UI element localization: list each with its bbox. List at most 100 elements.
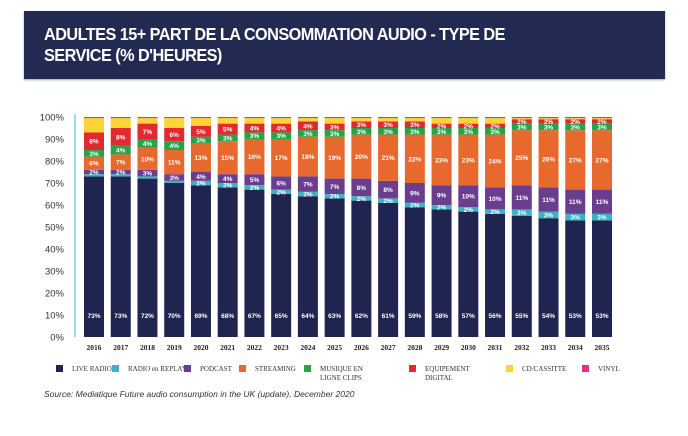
legend-item: LIVE RADIO bbox=[56, 365, 132, 374]
legend-item: MUSIQUE EN LIGNE CLIPS bbox=[304, 365, 380, 383]
bar-segment-live-radio bbox=[485, 213, 506, 337]
data-label: 23% bbox=[435, 157, 448, 164]
bar-segment-musique-en-ligne-clips bbox=[404, 128, 425, 135]
x-tick-label: 2022 bbox=[247, 343, 262, 352]
bar-segment-cd-cassitte bbox=[431, 118, 452, 124]
data-label: 4% bbox=[143, 141, 153, 148]
bar-segment-cd-cassitte bbox=[324, 118, 345, 124]
data-label: 3% bbox=[597, 215, 607, 222]
bar-segment-vinyl bbox=[511, 117, 532, 119]
bar-segment-equipement-digital bbox=[592, 119, 612, 124]
bar-segment-equipement-digital bbox=[324, 123, 345, 131]
data-label: 22% bbox=[408, 156, 421, 163]
bar-segment-radio-en-replay bbox=[271, 189, 292, 194]
data-label: 2% bbox=[410, 203, 420, 210]
legend-item: STREAMING bbox=[239, 365, 315, 374]
bar-segment-podcast bbox=[431, 185, 452, 205]
data-label: 11% bbox=[596, 199, 609, 206]
data-label: 11% bbox=[515, 195, 528, 202]
bar-segment-podcast bbox=[84, 169, 104, 175]
data-label: 9% bbox=[410, 190, 420, 197]
bar-segment-musique-en-ligne-clips bbox=[297, 130, 318, 137]
bar-segment-musique-en-ligne-clips bbox=[565, 123, 586, 131]
data-label: 19% bbox=[328, 155, 341, 162]
bar-segment-vinyl bbox=[404, 117, 425, 119]
data-label: 53% bbox=[595, 313, 608, 320]
legend-swatch bbox=[582, 365, 589, 372]
bar-segment-musique-en-ligne-clips bbox=[324, 130, 345, 137]
bar-segment-podcast bbox=[271, 176, 292, 190]
legend-swatch bbox=[506, 365, 513, 372]
bar-segment-radio-en-replay bbox=[324, 194, 345, 199]
bar-segment-streaming bbox=[378, 134, 399, 181]
bar-segment-cd-cassitte bbox=[190, 118, 211, 126]
bar-segment-vinyl bbox=[592, 117, 612, 119]
bar-segment-radio-en-replay bbox=[84, 174, 104, 177]
data-label: 3% bbox=[383, 122, 393, 129]
bar-segment-podcast bbox=[592, 189, 612, 214]
bar-segment-live-radio bbox=[217, 187, 238, 337]
bar-segment-equipement-digital bbox=[404, 121, 425, 128]
data-label: 3% bbox=[223, 135, 233, 142]
bar-segment-vinyl bbox=[271, 117, 292, 119]
legend-swatch bbox=[112, 365, 119, 372]
bar-segment-streaming bbox=[84, 156, 104, 170]
data-label: 73% bbox=[87, 313, 100, 320]
bar-segment-streaming bbox=[110, 154, 131, 170]
data-label: 24% bbox=[489, 159, 502, 166]
bar-segment-musique-en-ligne-clips bbox=[458, 128, 479, 135]
x-tick-label: 2029 bbox=[434, 343, 449, 352]
legend-label: LIVE RADIO bbox=[72, 365, 112, 373]
bar-segment-cd-cassitte bbox=[458, 118, 479, 124]
bar-segment-streaming bbox=[297, 136, 318, 177]
data-label: 10% bbox=[489, 196, 502, 203]
bar-segment-streaming bbox=[324, 136, 345, 179]
x-tick-label: 2028 bbox=[407, 343, 422, 352]
bar-segment-streaming bbox=[244, 139, 265, 175]
bar-segment-cd-cassitte bbox=[485, 118, 506, 124]
legend-item: VINYL bbox=[582, 365, 658, 374]
bar-segment-equipement-digital bbox=[431, 123, 452, 128]
stacked-bar-chart: 0%10%20%30%40%50%60%70%80%90%100%73%2%6%… bbox=[40, 113, 612, 352]
data-label: 3% bbox=[357, 122, 367, 129]
legend-label: EQUIPEMENT DIGITAL bbox=[425, 365, 470, 382]
data-label: 2% bbox=[544, 119, 554, 126]
bar-segment-radio-en-replay bbox=[592, 213, 612, 221]
bar-segment-podcast bbox=[378, 180, 399, 199]
bar-segment-cd-cassitte bbox=[351, 118, 372, 122]
data-label: 73% bbox=[114, 313, 127, 320]
data-label: 2% bbox=[437, 205, 447, 212]
bar-segment-vinyl bbox=[538, 117, 559, 119]
y-tick-label: 100% bbox=[40, 113, 65, 124]
data-label: 3% bbox=[250, 133, 260, 140]
data-label: 3% bbox=[544, 124, 554, 131]
data-label: 9% bbox=[437, 193, 447, 200]
data-label: 63% bbox=[328, 313, 341, 320]
bar-segment-vinyl bbox=[217, 117, 238, 119]
data-label: 70% bbox=[168, 313, 181, 320]
data-label: 3% bbox=[330, 131, 340, 138]
bar-segment-cd-cassitte bbox=[271, 118, 292, 124]
bar-segment-podcast bbox=[458, 185, 479, 208]
data-label: 3% bbox=[143, 171, 153, 178]
bar-segment-musique-en-ligne-clips bbox=[164, 141, 185, 150]
data-label: 57% bbox=[462, 313, 475, 320]
bar-segment-podcast bbox=[511, 185, 532, 210]
bar-segment-streaming bbox=[485, 134, 506, 188]
data-label: 7% bbox=[330, 184, 340, 191]
bar-segment-streaming bbox=[431, 134, 452, 186]
x-tick-label: 2026 bbox=[354, 343, 369, 352]
data-label: 3% bbox=[571, 124, 581, 131]
data-label: 2% bbox=[89, 170, 99, 177]
bar-segment-radio-en-replay bbox=[217, 183, 238, 188]
y-tick-label: 20% bbox=[45, 289, 65, 300]
bar-segment-equipement-digital bbox=[297, 121, 318, 131]
bar-segment-streaming bbox=[565, 130, 586, 190]
bar-segment-radio-en-replay bbox=[485, 209, 506, 214]
data-label: 4% bbox=[276, 126, 286, 133]
bar-segment-podcast bbox=[244, 174, 265, 186]
data-label: 54% bbox=[542, 313, 555, 320]
data-label: 7% bbox=[303, 182, 313, 189]
bar-segment-vinyl bbox=[485, 117, 506, 119]
y-tick-label: 60% bbox=[45, 201, 65, 212]
